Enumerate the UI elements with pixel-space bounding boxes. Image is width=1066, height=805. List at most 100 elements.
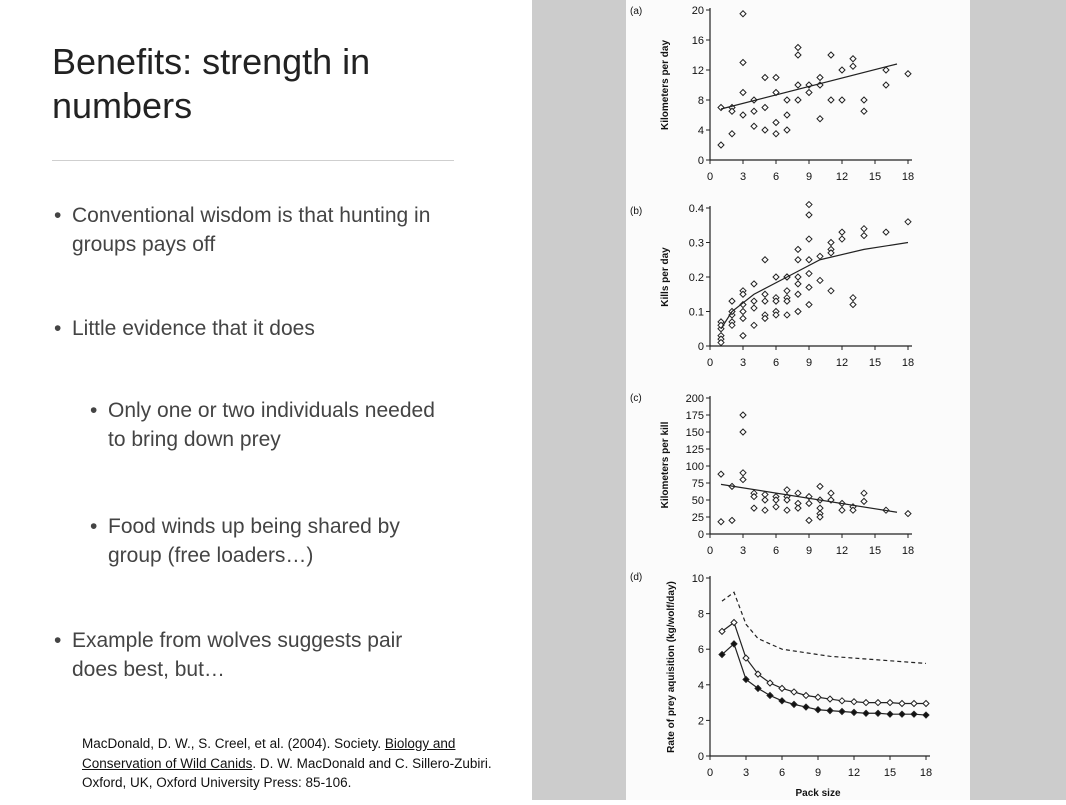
fit-line (720, 241, 909, 330)
data-point (783, 506, 791, 514)
x-tick-label: 3 (740, 357, 746, 369)
data-point (922, 711, 930, 719)
y-axis-label: Kilometers per day (660, 40, 671, 130)
data-point (783, 486, 791, 494)
data-point (838, 697, 846, 705)
data-point (814, 693, 822, 701)
data-point (717, 470, 725, 478)
bullet-text: Little evidence that it does (72, 317, 315, 340)
panel-label: (a) (630, 6, 642, 17)
data-point (790, 700, 798, 709)
data-point (783, 287, 791, 295)
x-tick-label: 12 (848, 767, 860, 779)
data-point (761, 103, 769, 112)
data-point (838, 228, 846, 236)
data-point (783, 126, 791, 134)
data-point (772, 311, 780, 319)
y-tick-label: 8 (698, 609, 704, 621)
data-point (826, 695, 834, 703)
y-axis-label: Kilometers per kill (660, 421, 671, 508)
data-point (827, 51, 835, 59)
y-tick-label: 0.1 (689, 307, 704, 319)
data-point (802, 691, 810, 700)
data-point (761, 256, 769, 264)
data-point (816, 513, 824, 521)
y-tick-label: 50 (692, 495, 704, 507)
data-point (739, 300, 747, 309)
data-point (860, 107, 868, 115)
data-point (717, 141, 725, 149)
data-point (882, 81, 890, 89)
data-point (816, 482, 824, 491)
title-divider (52, 160, 454, 161)
data-point (750, 504, 758, 512)
data-point (794, 43, 802, 52)
data-point (816, 115, 824, 123)
x-tick-label: 18 (902, 171, 914, 183)
panel-label: (c) (630, 393, 642, 404)
data-point (838, 96, 846, 104)
panel-label: (d) (630, 572, 642, 583)
data-point (805, 499, 813, 508)
data-point (772, 273, 780, 281)
data-point (849, 293, 857, 302)
data-point (805, 256, 813, 264)
bullet-text: Only one or two individuals needed to br… (108, 399, 435, 451)
x-tick-label: 18 (902, 357, 914, 369)
data-point (761, 290, 769, 298)
data-point (794, 245, 802, 254)
y-tick-label: 75 (692, 478, 704, 490)
data-point (794, 96, 802, 104)
data-point (816, 276, 824, 285)
x-tick-label: 3 (740, 171, 746, 183)
bullet-text: Conventional wisdom is that hunting in g… (72, 204, 431, 256)
data-point (728, 297, 736, 305)
data-point (739, 58, 747, 67)
data-point (717, 518, 725, 526)
data-point (739, 88, 747, 97)
bullet-item: • Example from wolves suggests pair does… (54, 626, 452, 684)
data-point (739, 111, 747, 119)
series-line (721, 642, 927, 716)
x-tick-label: 0 (707, 171, 713, 183)
y-tick-label: 0.3 (689, 238, 704, 250)
y-tick-label: 150 (686, 427, 704, 439)
data-point (750, 107, 758, 115)
data-point (904, 70, 912, 78)
data-point (849, 55, 857, 63)
series-line (721, 621, 926, 705)
x-tick-label: 9 (815, 767, 821, 779)
data-point (904, 509, 912, 518)
data-point (860, 96, 868, 104)
x-tick-label: 15 (884, 767, 896, 779)
y-tick-label: 0 (698, 155, 704, 167)
fit-line (720, 483, 898, 513)
data-point (827, 238, 835, 247)
data-point (739, 290, 747, 298)
data-point (805, 200, 813, 209)
x-tick-label: 15 (869, 357, 881, 369)
data-point (761, 314, 769, 323)
data-point (794, 280, 802, 288)
data-point (739, 331, 747, 340)
data-point (898, 699, 906, 708)
y-tick-label: 4 (698, 680, 704, 692)
data-point (718, 650, 726, 659)
data-point (805, 88, 813, 97)
panel-label: (b) (630, 206, 642, 217)
y-tick-label: 0 (698, 751, 704, 763)
data-point (739, 411, 747, 419)
bullet-dot: • (54, 317, 62, 340)
bullet-dot: • (90, 399, 98, 422)
data-point (783, 496, 791, 504)
data-point (750, 280, 758, 288)
y-tick-label: 6 (698, 644, 704, 656)
data-point (728, 321, 736, 330)
y-tick-label: 100 (686, 461, 704, 473)
data-point (860, 489, 868, 497)
data-point (814, 706, 822, 714)
data-point (794, 307, 802, 316)
y-tick-label: 10 (692, 573, 704, 585)
data-point (783, 96, 791, 104)
x-tick-label: 6 (773, 357, 779, 369)
